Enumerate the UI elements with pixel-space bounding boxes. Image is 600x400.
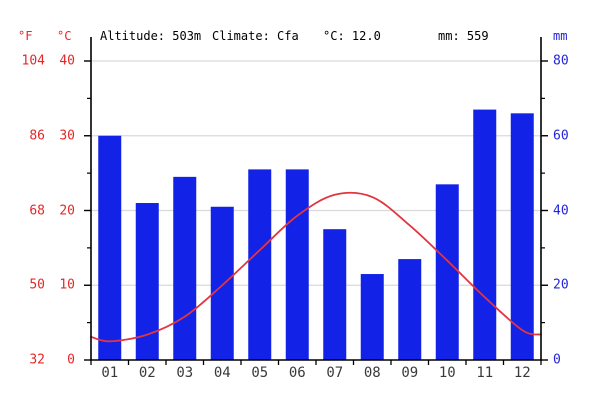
celsius-tick-label: 40 [59,53,75,69]
month-label-05: 05 [251,365,269,381]
millimeter-tick-label: 60 [553,128,569,144]
month-label-10: 10 [438,365,456,381]
precipitation-bar-01 [98,135,122,360]
precipitation-bar-12 [510,113,534,360]
month-label-11: 11 [476,365,494,381]
precipitation-bar-10 [435,184,459,360]
celsius-tick-label: 0 [67,352,75,368]
millimeter-unit-label: mm [553,29,568,43]
month-label-01: 01 [101,365,119,381]
celsius-tick-label: 10 [59,277,75,293]
month-label-03: 03 [176,365,194,381]
celsius-tick-label: 20 [59,203,75,218]
precipitation-bar-03 [173,176,197,360]
millimeter-tick-label: 20 [553,277,569,293]
precipitation-bar-06 [285,169,309,360]
climate-class-label: Climate: Cfa [212,29,299,43]
precipitation-bar-05 [248,169,272,360]
annual-precipitation-label: mm: 559 [438,29,489,43]
fahrenheit-tick-label: 104 [21,53,45,69]
millimeter-tick-label: 40 [553,203,569,218]
month-label-04: 04 [213,365,231,381]
precipitation-bar-02 [135,203,159,360]
celsius-unit-label: °C [57,29,72,43]
millimeter-tick-label: 80 [553,53,569,69]
fahrenheit-tick-label: 68 [29,203,45,218]
month-label-12: 12 [513,365,531,381]
millimeter-tick-label: 0 [553,352,561,368]
month-label-09: 09 [401,365,419,381]
precipitation-bar-08 [360,274,384,360]
fahrenheit-tick-label: 86 [29,128,45,144]
precipitation-bar-04 [210,206,234,360]
month-label-06: 06 [288,365,306,381]
temperature-line [90,191,542,343]
fahrenheit-tick-label: 50 [29,277,45,293]
celsius-tick-label: 30 [59,128,75,144]
fahrenheit-unit-label: °F [18,29,33,43]
fahrenheit-tick-label: 32 [29,352,45,368]
month-label-08: 08 [363,365,381,381]
mean-temperature-label: °C: 12.0 [323,29,381,43]
precipitation-bar-07 [323,229,347,360]
month-label-07: 07 [326,365,344,381]
precipitation-bar-11 [473,109,497,361]
month-label-02: 02 [138,365,156,381]
precipitation-bar-09 [398,259,422,360]
altitude-label: Altitude: 503m [100,29,202,43]
